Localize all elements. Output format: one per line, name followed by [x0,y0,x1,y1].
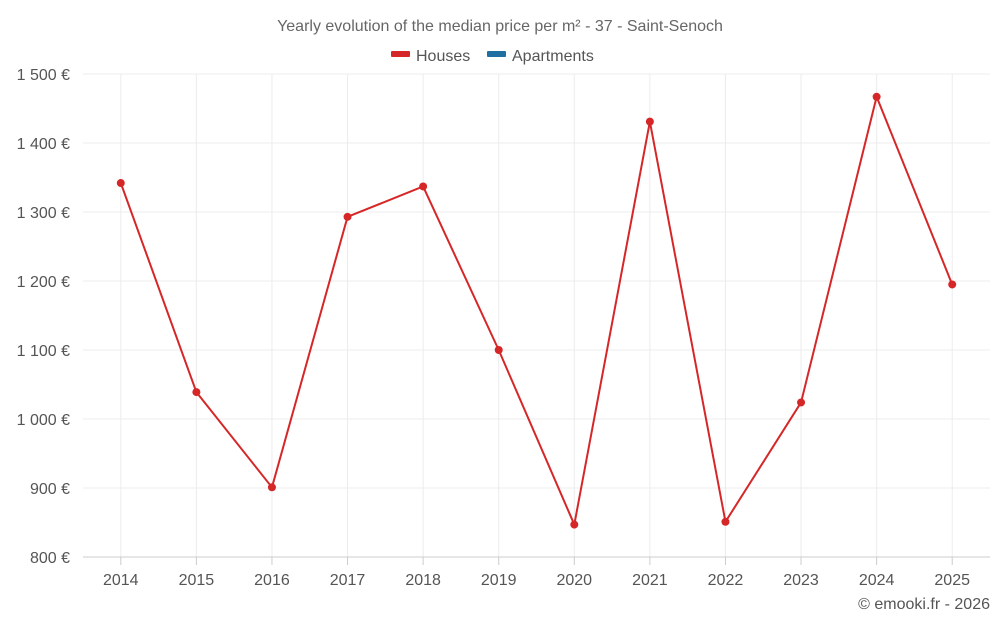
grid [83,73,990,557]
y-tick-label: 1 400 € [17,136,70,153]
data-point[interactable] [267,483,276,492]
data-point[interactable] [343,212,352,221]
data-point[interactable] [645,117,654,126]
legend-swatch-houses [391,51,410,57]
credit-text: © emooki.fr - 2026 [858,596,990,613]
y-tick-label: 1 300 € [17,205,70,222]
x-tick-label: 2022 [708,572,744,589]
legend-swatch-apartments [487,51,506,57]
y-tick-label: 1 500 € [17,67,70,84]
y-axis: 800 € 900 € 1 000 € 1 100 € 1 200 € 1 300 € 1 … [17,67,70,567]
x-axis: 2014 2015 2016 2017 2018 2019 2020 2021 2022 2023… [83,556,990,589]
x-tick-label: 2014 [103,572,139,589]
x-tick-label: 2019 [481,572,517,589]
x-tick-label: 2015 [179,572,215,589]
legend-item-houses[interactable]: Houses [391,48,470,65]
x-tick-label: 2023 [783,572,819,589]
data-point[interactable] [948,280,957,289]
data-point[interactable] [797,398,806,407]
legend-item-apartments[interactable]: Apartments [487,48,594,65]
x-tick-label: 2025 [934,572,970,589]
data-point[interactable] [116,179,125,188]
y-tick-label: 900 € [30,481,70,498]
legend-label-houses: Houses [416,48,470,65]
x-tick-label: 2020 [556,572,592,589]
series-line [119,95,954,526]
x-tick-label: 2021 [632,572,668,589]
x-tick-label: 2018 [405,572,441,589]
x-tick-label: 2017 [330,572,366,589]
series-houses [116,92,957,529]
legend-label-apartments: Apartments [512,48,594,65]
chart-title: Yearly evolution of the median price per… [277,18,723,35]
data-point[interactable] [721,517,730,526]
x-tick-label: 2024 [859,572,895,589]
y-tick-label: 800 € [30,550,70,567]
data-point[interactable] [872,92,881,101]
data-point[interactable] [494,346,503,354]
data-point[interactable] [570,520,579,529]
x-tick-label: 2016 [254,572,290,589]
data-point[interactable] [419,182,428,191]
y-tick-label: 1 200 € [17,274,70,291]
legend: Houses Apartments [391,48,594,65]
data-point[interactable] [192,388,201,397]
y-tick-label: 1 100 € [17,343,70,360]
y-tick-label: 1 000 € [17,412,70,429]
